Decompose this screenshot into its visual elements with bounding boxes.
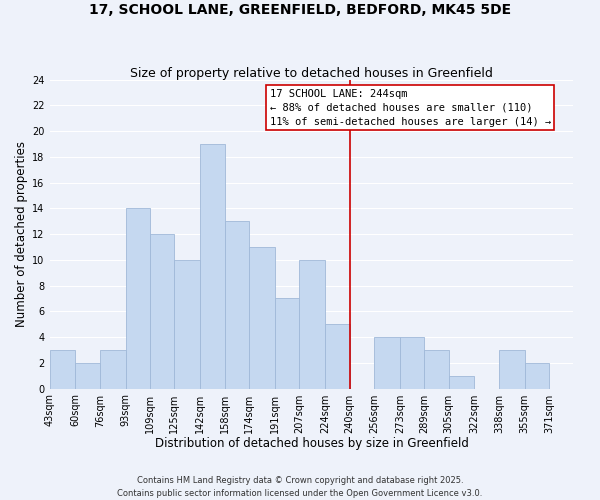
Bar	[175, 260, 200, 388]
Bar	[50, 350, 76, 389]
Y-axis label: Number of detached properties: Number of detached properties	[15, 141, 28, 327]
Bar	[424, 350, 449, 389]
Bar	[275, 298, 299, 388]
Bar	[499, 350, 525, 389]
Bar	[76, 363, 100, 388]
Text: 17 SCHOOL LANE: 244sqm
← 88% of detached houses are smaller (110)
11% of semi-de: 17 SCHOOL LANE: 244sqm ← 88% of detached…	[269, 89, 551, 127]
Bar	[299, 260, 325, 388]
Bar	[200, 144, 224, 388]
Bar	[150, 234, 175, 388]
Bar	[400, 337, 424, 388]
Bar	[125, 208, 150, 388]
Text: Contains HM Land Registry data © Crown copyright and database right 2025.
Contai: Contains HM Land Registry data © Crown c…	[118, 476, 482, 498]
Bar	[100, 350, 125, 389]
Bar	[449, 376, 475, 388]
Text: 17, SCHOOL LANE, GREENFIELD, BEDFORD, MK45 5DE: 17, SCHOOL LANE, GREENFIELD, BEDFORD, MK…	[89, 2, 511, 16]
Bar	[325, 324, 350, 388]
Title: Size of property relative to detached houses in Greenfield: Size of property relative to detached ho…	[130, 66, 493, 80]
Bar	[249, 247, 275, 388]
Bar	[374, 337, 400, 388]
Bar	[224, 221, 249, 388]
X-axis label: Distribution of detached houses by size in Greenfield: Distribution of detached houses by size …	[155, 437, 469, 450]
Bar	[525, 363, 549, 388]
